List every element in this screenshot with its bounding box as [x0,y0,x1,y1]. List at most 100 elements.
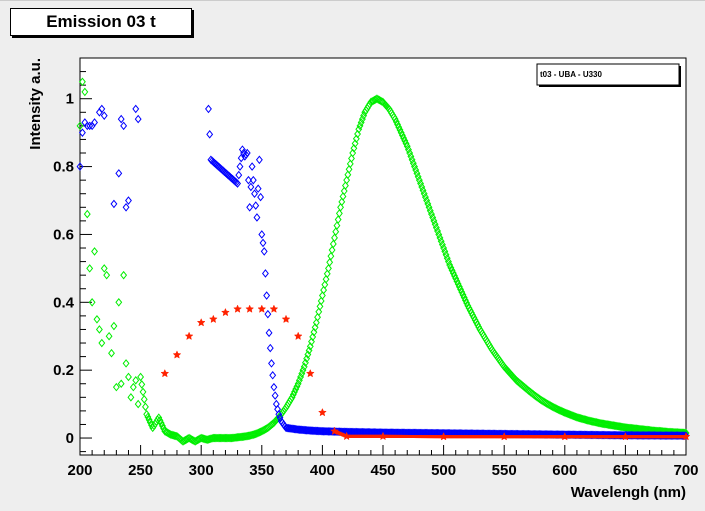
series-1-point [258,230,266,239]
series-0-point [100,264,108,273]
series-2-point [160,368,170,378]
series-2-point [196,318,206,327]
series-0-point-fill [581,415,589,425]
series-0-point [83,209,91,219]
series-0-point-fill [447,263,455,272]
series-0-point-fill [454,279,462,289]
series-0-point [110,321,118,331]
series-0-point [573,413,581,422]
series-0-point-fill [346,159,354,169]
series-0-point-fill [291,387,298,397]
series-0-point [132,376,140,385]
series-0-point-fill [338,197,346,207]
series-1-point [76,162,84,171]
series-2-point [293,331,303,341]
series-1-point [110,199,118,209]
series-0-point [112,382,120,392]
legend-entry: t03 - UBA - U330 [540,70,602,79]
series-1-point-fill [249,175,257,185]
series-0-point-fill [328,245,336,255]
series-0-point-fill [396,125,404,135]
series-0-point-fill [420,189,428,199]
series-0-point [98,338,106,348]
series-0-point-fill [445,257,452,266]
series-0-point-fill [437,236,445,246]
series-0-point [440,243,448,253]
series-0-point-fill [316,302,324,311]
series-0-point-fill [441,247,449,256]
series-0-point-fill [144,412,152,422]
y-tick-label: 0.2 [53,362,74,379]
series-0-point-fill [352,134,360,144]
plot-area [79,57,687,456]
series-0-point-fill [402,139,410,148]
series-0-point-fill [459,290,467,300]
x-tick-label: 550 [492,462,517,479]
series-0-point-fill [168,430,176,440]
series-0-point-fill [400,133,408,143]
series-0-point-fill [461,295,469,305]
series-0-point [197,433,205,443]
series-0-point-fill [436,233,444,243]
series-1-point-fill [264,309,272,319]
series-0-point-fill [423,196,431,205]
series-1-point [234,179,242,188]
series-1-point [98,104,106,114]
y-tick-label: 1 [66,91,74,108]
series-0-point-fill [418,182,426,192]
series-2-point [681,432,691,441]
series-0-point-fill [317,296,325,306]
series-0-point [325,264,332,273]
series-0-point-fill [453,276,461,286]
series-0-point-fill [142,402,149,412]
series-0-point [391,114,399,124]
series-0-point [403,141,411,151]
series-0-point-fill [139,387,147,397]
x-tick-label: 400 [310,462,335,479]
series-2-point [317,407,327,417]
series-1-point-fill [254,184,262,193]
series-2-point [281,314,291,324]
series-1-point-fill [271,391,279,400]
series-0-point [331,233,338,243]
series-1-point [115,169,123,178]
series-0-point-fill [326,257,334,267]
series-1-point-fill [261,269,269,278]
x-tick-label: 500 [431,462,456,479]
series-0-point [397,128,405,137]
series-2-point [184,331,194,341]
series-1-point [253,213,261,222]
series-1-point-fill [235,170,243,180]
series-0-point-fill [411,162,418,171]
series-1-point [248,162,256,171]
series-0-point [252,429,260,439]
series-1-point [91,118,98,127]
series-0-point-fill [157,418,165,428]
series-0-point-fill [354,129,361,139]
series-0-point [125,372,132,382]
series-0-point [318,291,326,300]
x-tick-label: 300 [189,462,214,479]
series-0-point [337,202,345,212]
series-0-point-fill [457,285,465,294]
series-0-point-fill [460,293,468,302]
series-0-point-fill [405,145,412,154]
series-0-point-fill [577,414,584,423]
series-0-point-fill [344,170,352,180]
series-0-point [122,359,130,368]
series-0-point-fill [198,434,206,443]
series-0-point-fill [340,186,348,196]
series-0-point-fill [339,192,347,201]
series-2-point [172,350,182,359]
series-0-point [95,325,103,334]
series-0-point-fill [430,216,438,226]
series-1-point-fill [245,175,252,185]
series-1-point [122,202,130,212]
series-0-point [409,158,417,168]
series-0-point-fill [572,412,580,422]
series-0-point-fill [335,209,343,218]
series-0-point [167,430,175,439]
series-0-point [137,372,145,382]
series-0-point-fill [345,164,353,174]
